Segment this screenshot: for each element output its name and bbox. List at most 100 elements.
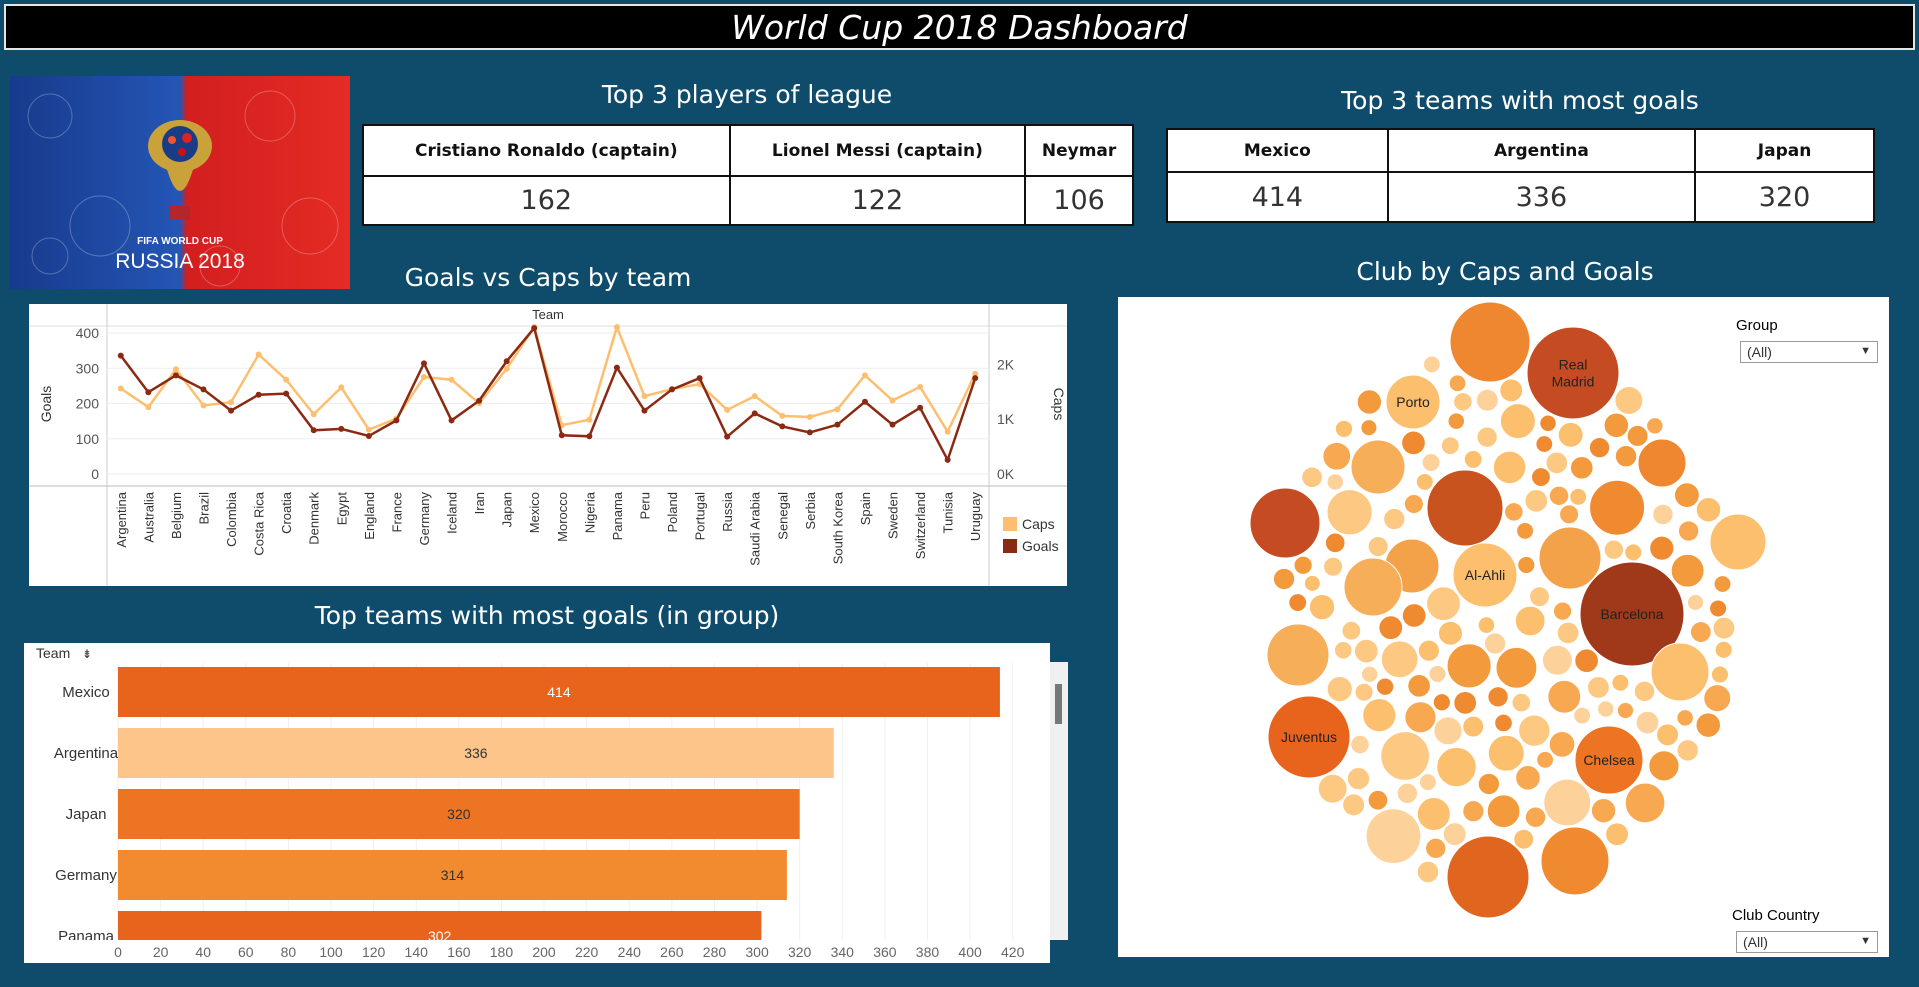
club-bubble (1415, 472, 1434, 491)
club-bubble (1712, 616, 1736, 640)
club-bubble (1476, 426, 1498, 448)
club-bubble (1587, 676, 1610, 699)
x-tick-label: 80 (281, 944, 297, 960)
club-bubble (1442, 822, 1467, 847)
goals-point (696, 375, 703, 382)
club-bubble (1448, 374, 1467, 393)
goals-point (972, 375, 979, 382)
x-tick-label: Costa Rica (252, 491, 267, 555)
club-country-filter-dropdown[interactable]: (All) ▼ (1736, 931, 1878, 953)
club-label: Barcelona (1600, 606, 1663, 622)
caps-point (972, 370, 979, 377)
club-bubble (1590, 797, 1617, 824)
club-bubble (1418, 773, 1437, 792)
x-tick-label: Egypt (334, 492, 349, 526)
club-bubble (1288, 593, 1308, 612)
x-tick-label: 340 (831, 944, 855, 960)
caps-point (117, 385, 124, 392)
club-bubble (1540, 826, 1610, 896)
scrollbar-thumb[interactable] (1055, 684, 1062, 724)
club-bubble (1333, 640, 1353, 660)
club-bubble (1487, 686, 1509, 708)
club-bubble (1633, 680, 1656, 703)
club-bubble (1569, 487, 1588, 506)
club-bubble (1541, 644, 1573, 676)
club-label: Juventus (1281, 729, 1337, 745)
club-bubble (1416, 860, 1440, 884)
line-chart-header: Team (532, 307, 564, 322)
club-bubble (1703, 684, 1732, 713)
goals-point (834, 421, 841, 428)
club-bubble (1547, 679, 1582, 714)
club-bubble (1346, 766, 1371, 791)
club-label: Porto (1396, 394, 1430, 410)
club-bubble (1380, 640, 1419, 679)
club-bubble (1308, 593, 1336, 621)
goals-point (531, 325, 538, 332)
club-bubble (1475, 388, 1499, 412)
club-bubble (1426, 469, 1504, 547)
club-bubble (1670, 553, 1705, 588)
goals-point (393, 417, 400, 424)
goals-point (944, 456, 951, 463)
goals-point (806, 429, 813, 436)
club-bubble (1301, 466, 1323, 489)
club-bubble (1686, 593, 1705, 611)
goals-point (889, 421, 896, 428)
club-bubble (1677, 520, 1700, 542)
x-tick-label: Iran (472, 492, 487, 514)
bar-chart-title: Top teams with most goals (in group) (314, 601, 780, 630)
x-tick-label: South Korea (830, 491, 845, 564)
bar-value-label: 314 (441, 867, 465, 883)
club-bubble (1603, 539, 1625, 560)
x-tick-label: Poland (665, 492, 680, 532)
team-goals: 414 (1166, 171, 1389, 223)
legend-swatch (1003, 539, 1017, 553)
club-bubble (1462, 800, 1485, 823)
caps-point (420, 373, 427, 380)
club-country-filter-value: (All) (1743, 934, 1768, 950)
club-bubble (1492, 450, 1527, 485)
x-tick-label: Spain (858, 492, 873, 525)
x-tick-label: Saudi Arabia (748, 491, 763, 565)
club-bubble (1624, 543, 1643, 562)
y-left-tick: 300 (76, 360, 100, 376)
bar-scrollbar[interactable] (1050, 662, 1068, 940)
club-label: Madrid (1552, 374, 1595, 390)
goals-point (669, 386, 676, 393)
x-tick-label: Japan (500, 492, 515, 527)
caps-point (889, 397, 896, 404)
caps-point (834, 406, 841, 413)
sort-icon: ⇟ (82, 647, 92, 661)
club-bubble (1511, 692, 1532, 713)
club-bubble (1556, 621, 1580, 645)
goals-point (172, 372, 179, 379)
club-bubble (1710, 665, 1729, 684)
club-bubble (1545, 451, 1569, 475)
club-label: Al-Ahli (1465, 567, 1505, 583)
x-tick-label: Portugal (693, 492, 708, 541)
logo-line2: RUSSIA 2018 (115, 250, 245, 273)
club-bubble (1516, 521, 1534, 540)
club-bubble (1416, 797, 1451, 832)
club-bubble (1326, 675, 1353, 703)
club-bubble (1504, 502, 1524, 522)
x-tick-label: 40 (195, 944, 211, 960)
club-bubble (1342, 793, 1366, 817)
x-tick-label: 280 (703, 944, 727, 960)
caps-point (641, 393, 648, 400)
caps-point (310, 411, 317, 418)
goals-point (558, 432, 565, 439)
x-tick-label: 20 (153, 944, 169, 960)
x-tick-label: Germany (417, 492, 432, 546)
x-tick-label: Colombia (224, 491, 239, 547)
club-bubble (1356, 389, 1383, 415)
club-bubble (1531, 467, 1551, 487)
caps-point (255, 351, 262, 358)
x-tick-label: Switzerland (913, 492, 928, 559)
goals-point (310, 427, 317, 434)
team-goals: 336 (1386, 171, 1697, 223)
group-filter-dropdown[interactable]: (All) ▼ (1740, 341, 1878, 363)
y-left-label: Goals (38, 386, 54, 423)
